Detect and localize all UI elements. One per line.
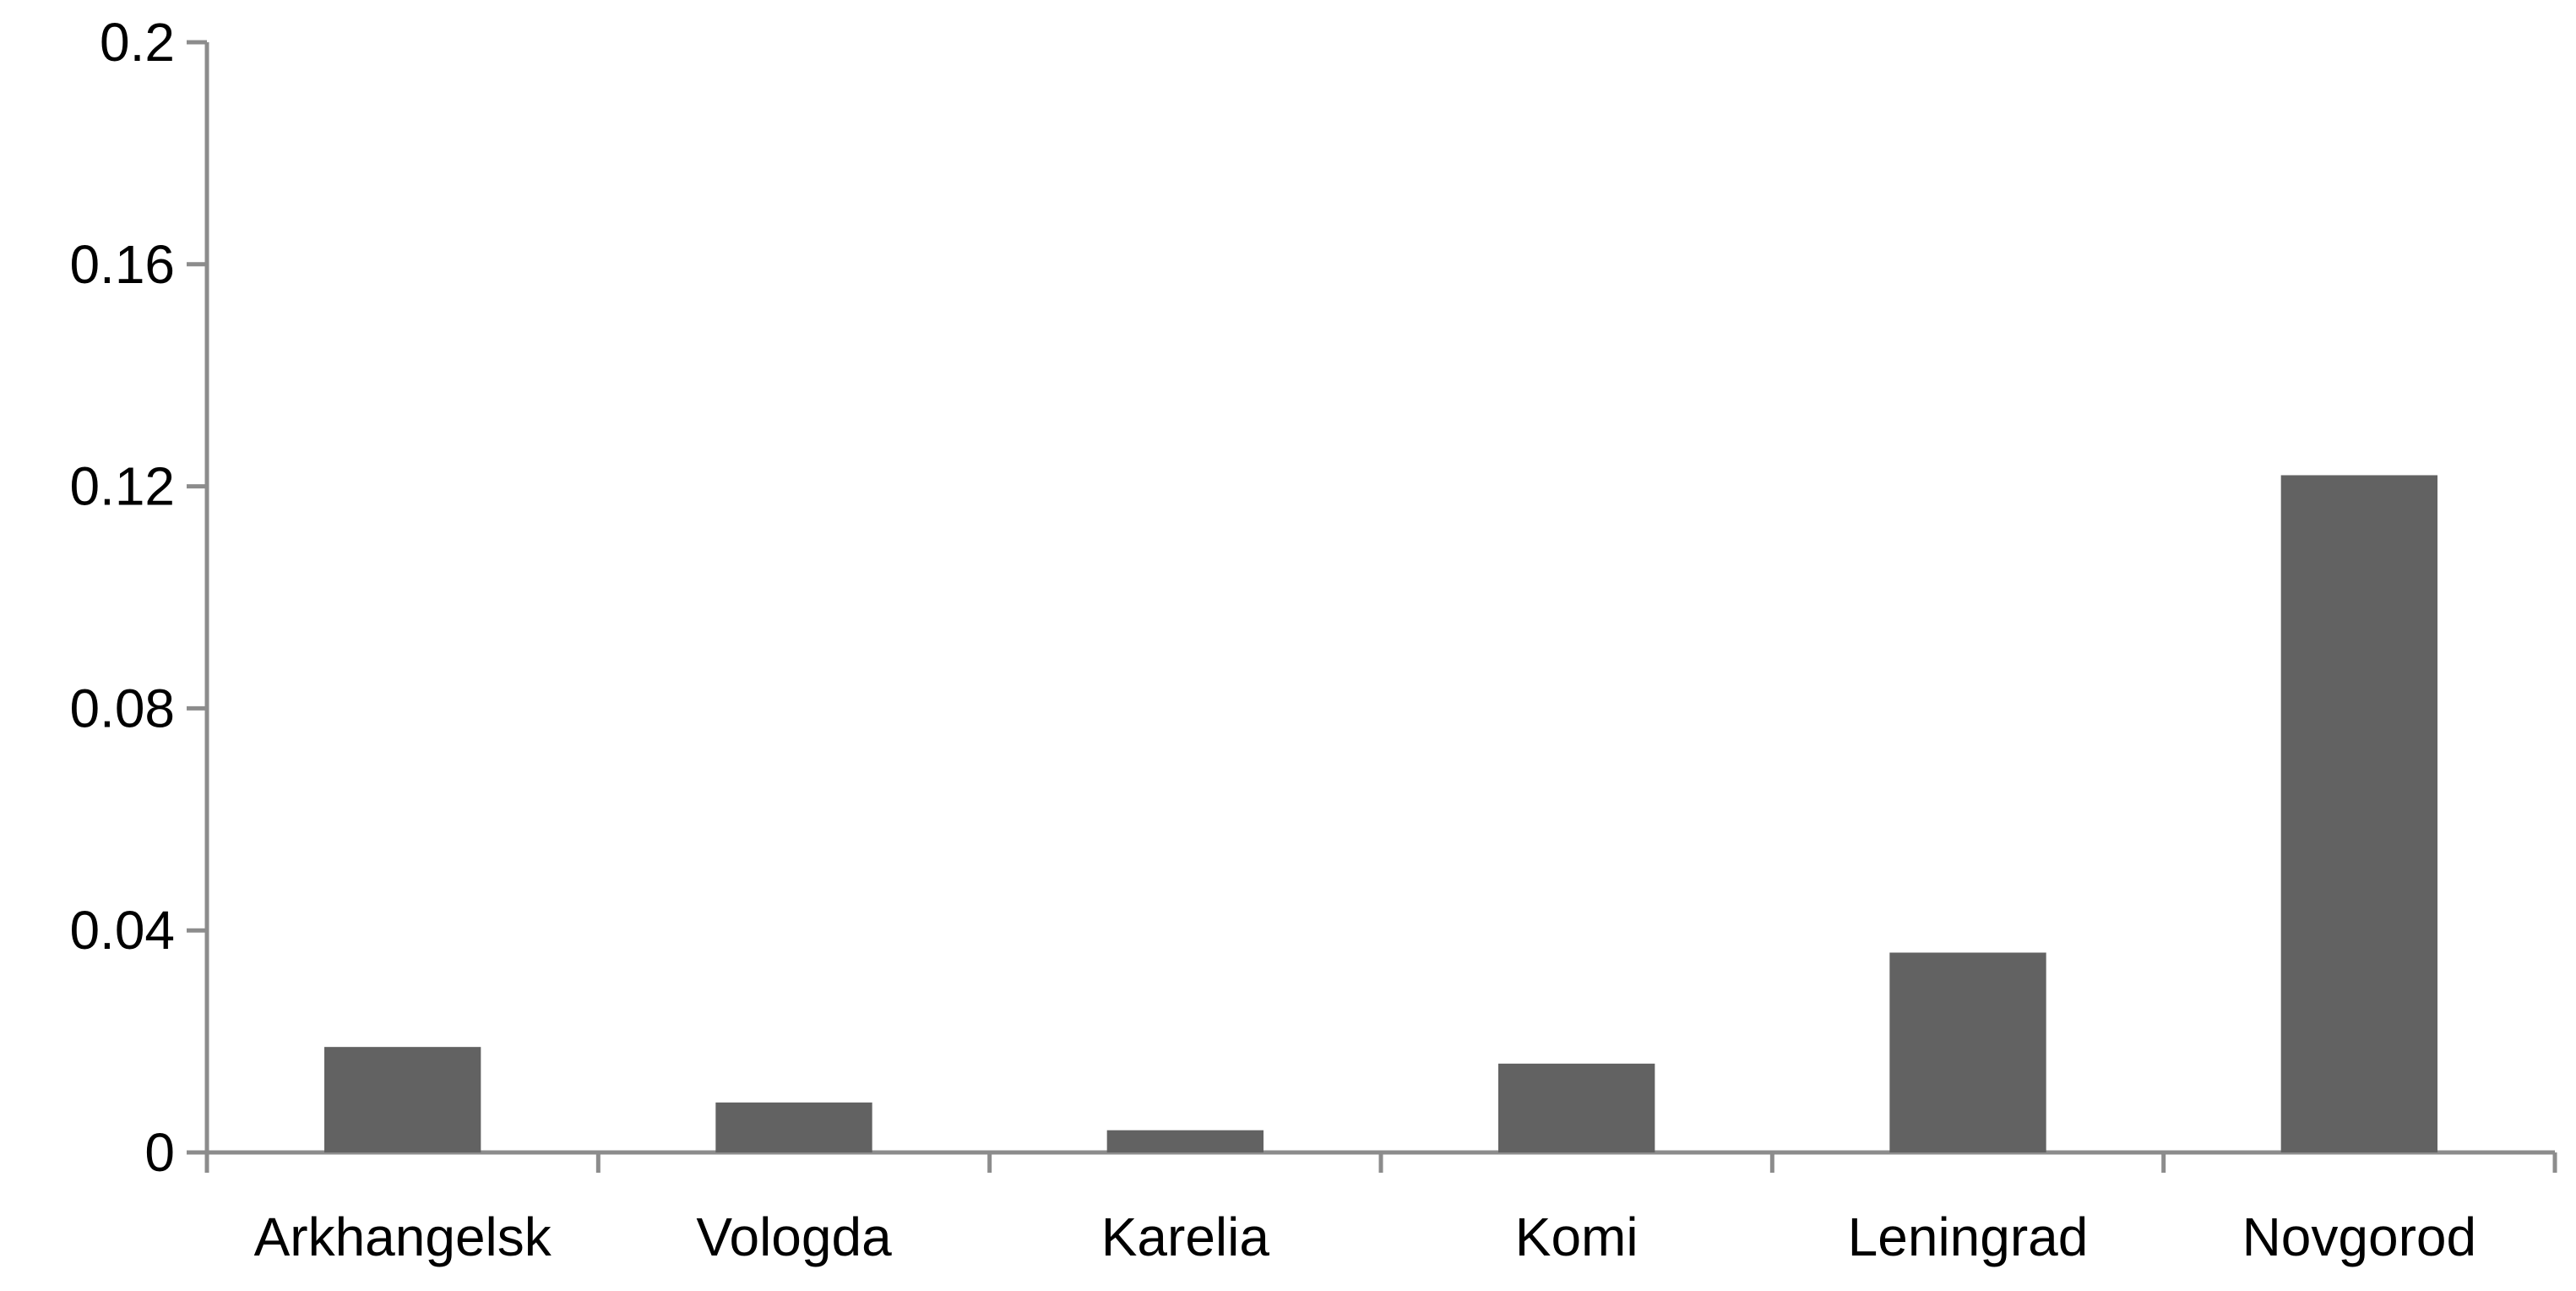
bar-novgorod (2280, 475, 2437, 1152)
x-axis: Arkhangelsk Vologda Karelia Komi Leningrad No… (204, 1150, 2557, 1267)
x-tick-label: Leningrad (1848, 1207, 2089, 1267)
y-tick-label: 0 (144, 1122, 175, 1183)
y-tick-label: 0.12 (69, 456, 175, 517)
y-tick-label: 0.08 (69, 678, 175, 738)
x-tick-label: Komi (1515, 1207, 1639, 1267)
y-tick-label: 0.16 (69, 234, 175, 295)
bar-karelia (1106, 1130, 1264, 1152)
x-tick-label: Vologda (696, 1207, 892, 1267)
y-axis: 0 0.04 0.08 0.12 0.16 0.2 (69, 12, 209, 1183)
x-tick-label: Novgorod (2242, 1207, 2477, 1267)
bar-leningrad (1889, 952, 2046, 1152)
y-tick-label: 0.04 (69, 900, 175, 961)
y-tick-label: 0.2 (100, 12, 175, 73)
x-tick-label: Karelia (1101, 1207, 1270, 1267)
bar-vologda (715, 1102, 872, 1152)
x-tick-label: Arkhangelsk (254, 1207, 552, 1267)
bars (324, 475, 2437, 1152)
bar-komi (1498, 1063, 1655, 1152)
bar-arkhangelsk (324, 1047, 481, 1152)
